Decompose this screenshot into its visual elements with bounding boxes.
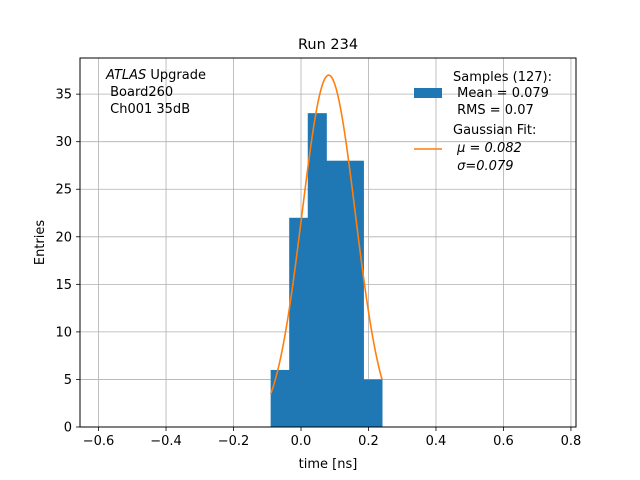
histogram-bar: [307, 113, 327, 427]
x-tick-label: 0.8: [561, 434, 582, 449]
x-axis-ticks: −0.6 −0.4 −0.2 0.0 0.2 0.4 0.6 0.8: [83, 427, 582, 449]
legend: Samples (127): Mean = 0.079 RMS = 0.07 G…: [414, 70, 552, 174]
y-tick-label: 0: [64, 421, 72, 436]
histogram-bar: [363, 379, 383, 427]
histogram-bar: [289, 217, 309, 427]
y-tick-label: 35: [55, 88, 72, 103]
x-tick-label: −0.6: [83, 434, 115, 449]
histogram-bars: [270, 113, 383, 427]
legend-samples-swatch: [414, 88, 442, 98]
x-tick-label: 0.2: [358, 434, 379, 449]
y-tick-label: 25: [55, 183, 72, 198]
y-axis-ticks: 0 5 10 15 20 25 30 35: [55, 88, 80, 436]
histogram-bar: [270, 369, 290, 427]
legend-fit-sigma: σ=0.079: [453, 159, 513, 174]
annotation-atlas: ATLAS: [105, 68, 146, 83]
annotation-line-1: ATLAS Upgrade: [105, 68, 206, 83]
annotation-box: ATLAS Upgrade Board260 Ch001 35dB: [105, 68, 206, 117]
x-axis-label: time [ns]: [299, 457, 358, 472]
annotation-upgrade: Upgrade: [146, 68, 206, 83]
gaussian-fit-curve: [269, 74, 383, 395]
annotation-line-2: Board260: [106, 85, 173, 100]
y-tick-label: 20: [55, 230, 72, 245]
legend-fit-title: Gaussian Fit:: [453, 123, 536, 138]
legend-samples-mean: Mean = 0.079: [453, 86, 549, 101]
annotation-line-3: Ch001 35dB: [106, 102, 190, 117]
x-tick-label: 0.6: [493, 434, 514, 449]
y-tick-label: 30: [55, 135, 72, 150]
x-tick-label: −0.2: [218, 434, 250, 449]
histogram-bar: [326, 160, 346, 427]
y-tick-label: 10: [55, 325, 72, 340]
legend-samples-rms: RMS = 0.07: [453, 103, 534, 118]
histogram-bar: [344, 160, 364, 427]
x-tick-label: −0.4: [150, 434, 182, 449]
plot-frame: [79, 57, 577, 428]
chart-title: Run 234: [298, 37, 358, 53]
y-axis-label: Entries: [33, 220, 48, 266]
y-tick-label: 5: [64, 373, 72, 388]
x-tick-label: 0.0: [291, 434, 312, 449]
y-tick-label: 15: [55, 278, 72, 293]
legend-fit-mu: μ = 0.082: [453, 141, 522, 156]
legend-samples-title: Samples (127):: [453, 70, 552, 85]
x-tick-label: 0.4: [426, 434, 447, 449]
